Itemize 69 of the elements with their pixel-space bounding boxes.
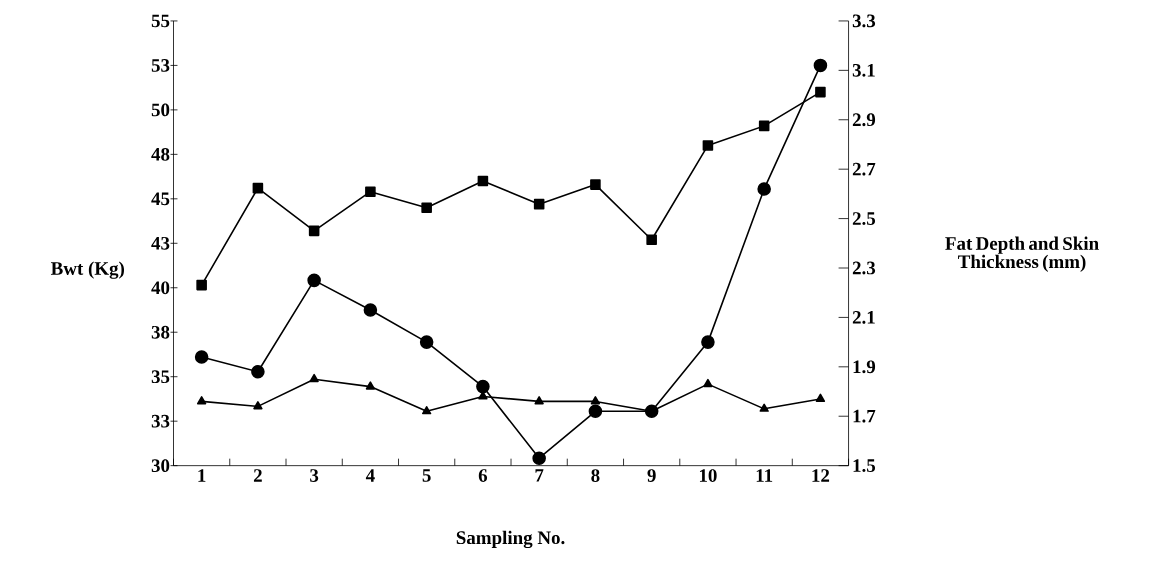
point — [646, 234, 657, 245]
point — [590, 179, 601, 190]
point — [534, 395, 544, 405]
point — [813, 58, 828, 73]
point — [307, 273, 321, 287]
x-tick-label: 12 — [812, 469, 830, 482]
y-tick-label: 40 — [151, 281, 170, 294]
point — [588, 404, 603, 418]
point — [703, 378, 713, 387]
point — [419, 335, 434, 349]
x-tick-label: 3 — [310, 469, 319, 482]
y-tick-label: 30 — [151, 459, 170, 472]
y-tick-label: 48 — [151, 147, 170, 161]
y-tick-label: 55 — [151, 14, 170, 28]
y2-tick-label: 1.5 — [853, 459, 876, 472]
y-tick-label: 53 — [151, 58, 170, 72]
x-tick-label: 6 — [478, 469, 488, 482]
point — [365, 186, 376, 197]
y2-tick-label: 2.9 — [852, 113, 876, 126]
y-tick-label: 38 — [151, 325, 170, 339]
y2-tick-label: 1.7 — [853, 409, 876, 423]
y2-tick-label: 2.7 — [852, 162, 876, 176]
x-tick-label: 11 — [756, 469, 773, 482]
point — [815, 393, 826, 402]
x-tick-label: 2 — [253, 469, 262, 482]
y2-tick-label: 3.1 — [852, 63, 875, 77]
point — [253, 400, 263, 410]
y-tick-label: 35 — [151, 370, 170, 383]
point — [363, 303, 378, 317]
point — [421, 202, 432, 213]
x-tick-label: 8 — [591, 469, 600, 482]
x-tick-label: 4 — [365, 469, 375, 482]
x-tick-label: 1 — [198, 469, 206, 482]
y-tick-label: 50 — [151, 103, 170, 117]
point — [251, 364, 265, 379]
x-tick-label: 9 — [647, 469, 656, 482]
x-tick-label: 7 — [535, 469, 544, 482]
point — [194, 349, 209, 364]
point — [365, 381, 376, 390]
y2-tick-label: 3.3 — [852, 14, 876, 28]
point — [308, 225, 320, 236]
point — [757, 181, 771, 196]
point — [476, 379, 490, 394]
point — [196, 395, 207, 405]
x-tick-label: 10 — [699, 469, 717, 482]
y2-tick-label: 2.3 — [852, 261, 876, 275]
point — [702, 140, 714, 151]
point — [532, 451, 546, 465]
y2-tick-label: 2.5 — [852, 212, 876, 225]
x-axis-title: Sampling No. — [456, 530, 565, 548]
point — [815, 86, 826, 98]
point — [252, 182, 264, 194]
point — [477, 175, 489, 187]
y2-tick-label: 1.9 — [853, 360, 876, 374]
y-tick-label: 45 — [151, 192, 170, 205]
point — [309, 373, 319, 383]
point — [533, 198, 545, 210]
point — [421, 405, 432, 415]
point — [590, 395, 601, 405]
point — [701, 335, 715, 349]
x-tick-label: 5 — [422, 469, 431, 482]
y2-axis-title: Fat Depth and Skin Thickness (mm) — [945, 236, 1099, 272]
point — [759, 403, 769, 412]
y-tick-label: 43 — [151, 236, 170, 250]
y-axis-title: Bwt (Kg) — [50, 261, 125, 279]
point — [758, 120, 770, 132]
y-tick-label: 33 — [151, 414, 170, 428]
point — [196, 279, 207, 291]
y2-tick-label: 2.1 — [852, 310, 875, 324]
